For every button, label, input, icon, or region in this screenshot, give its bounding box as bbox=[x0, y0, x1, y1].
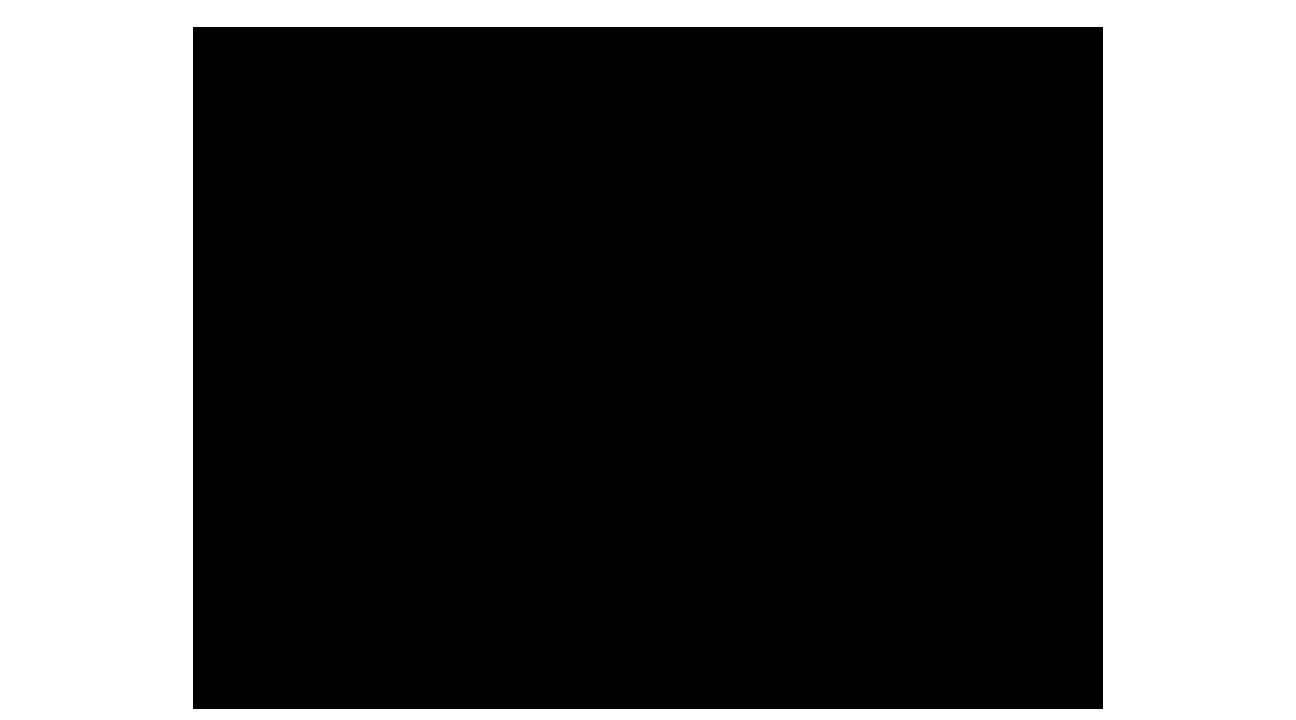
wordcloud-svg bbox=[193, 27, 1103, 709]
wordcloud-canvas bbox=[193, 27, 1103, 709]
